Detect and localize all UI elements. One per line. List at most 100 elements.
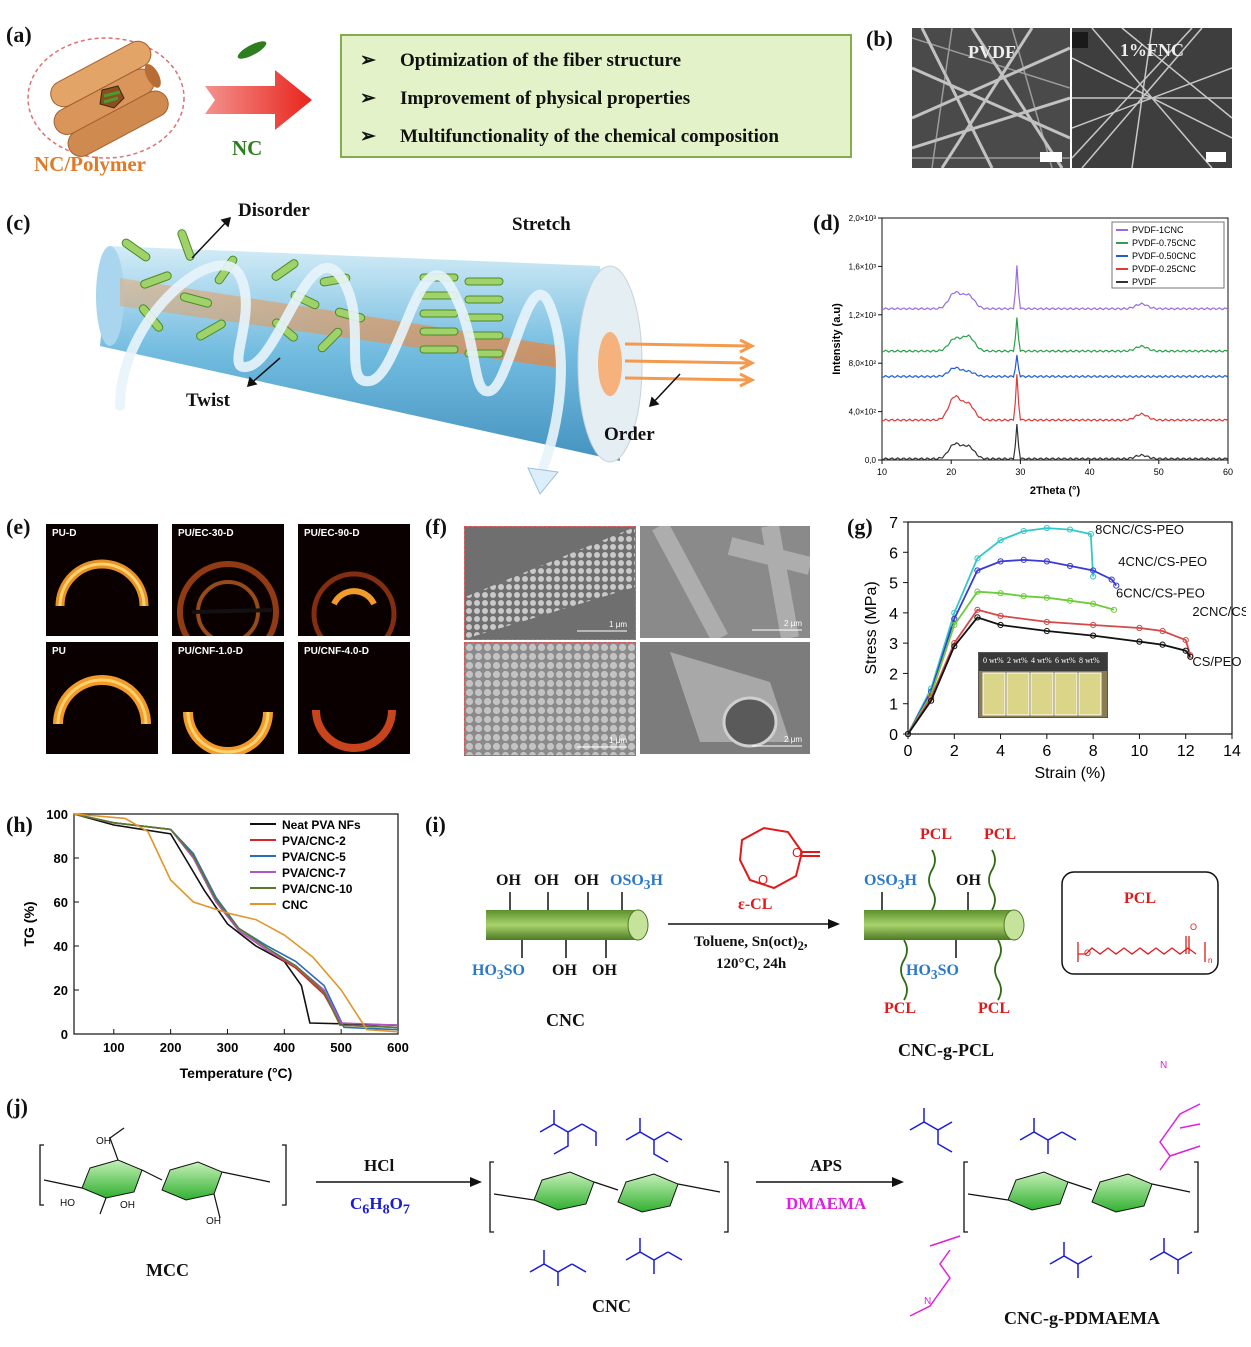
pcl-structure-box (1061, 871, 1219, 975)
legend-label: Neat PVA NFs (282, 818, 361, 832)
legend-label: PVA/CNC-2 (282, 834, 346, 848)
dmaema-n: N (1160, 1060, 1168, 1071)
scale-bar-label: 1 μm (609, 620, 627, 629)
waxs-tile-pu-d: PU-D (46, 524, 158, 636)
oh-label: OH (592, 962, 617, 979)
data-point (951, 643, 958, 650)
vials-inset-photo: 0 wt% 2 wt% 4 wt% 6 wt% 8 wt% (978, 652, 1108, 718)
label-stretch: Stretch (512, 214, 571, 235)
x-tick-label: 400 (273, 1040, 295, 1055)
data-point (904, 730, 912, 738)
cnc-g-pcl-name-label: CNC-g-PCL (898, 1040, 994, 1060)
series-line (73, 813, 399, 1026)
pcl-carbonyl-o: O (1190, 922, 1198, 932)
series-line (907, 590, 1115, 735)
data-point (951, 615, 958, 623)
legend-label: PVDF-1CNC (1132, 225, 1184, 235)
data-point (1066, 562, 1074, 570)
oh-label: OH (496, 872, 521, 889)
panel-label-g: (g) (847, 514, 873, 539)
y-tick-label: 7 (889, 515, 898, 532)
waxs-label: PU/CNF-1.0-D (178, 646, 244, 657)
y-tick-label: 3 (889, 636, 898, 653)
step1-reagent-hcl: HCl (364, 1156, 395, 1175)
step1-reagent-citric-acid: C6H8O7 (350, 1194, 410, 1218)
series-label: 6CNC/CS-PEO (1116, 586, 1205, 601)
waxs-tile-pu-cnf-4-0-d: PU/CNF-4.0-D (298, 642, 410, 754)
cnc-g-pcl-rod (864, 849, 1025, 1001)
pcl-label: PCL (920, 826, 952, 843)
spiral-arrowhead-icon (527, 467, 559, 495)
legend-label: PVDF-0.25CNC (1132, 264, 1197, 274)
oh-label: OH (574, 872, 599, 889)
y-tick-label: 80 (54, 851, 68, 866)
x-axis-title: 2Theta (°) (1030, 485, 1081, 497)
waxs-label: PU/EC-90-D (304, 528, 360, 539)
arrow-2-icon (756, 1177, 904, 1187)
y-tick-label: 1 (889, 697, 898, 714)
x-axis-title: Strain (%) (1034, 765, 1105, 782)
panel-label-e: (e) (6, 514, 31, 539)
data-point (1136, 638, 1143, 645)
waxs-label: PU-D (52, 528, 77, 539)
legend-label: PVDF-0.50CNC (1132, 251, 1197, 261)
callout-arrows (191, 216, 681, 408)
data-point (997, 537, 1004, 544)
series-label: 8CNC/CS-PEO (1095, 522, 1184, 537)
panel-label-d: (d) (813, 210, 840, 235)
mcc-structure (39, 1127, 287, 1219)
label-order: Order (604, 424, 655, 445)
sem-f-top-left: 1 μm (464, 526, 636, 640)
y-tick-label: 40 (54, 939, 68, 954)
chart-d-xrd: 10 20 30 40 50 60 0,0 4,0×10² 8,0×10² 1,2×10³ 1,6×… (831, 214, 1233, 497)
legend-box (1111, 221, 1225, 289)
panel-label-a: (a) (6, 22, 32, 47)
data-point (1090, 567, 1097, 574)
panel-c-fiber-alignment-schematic (96, 216, 756, 495)
x-tick-label: 600 (387, 1040, 409, 1055)
x-tick-label: 200 (160, 1040, 182, 1055)
cnc-name-label-j: CNC (592, 1296, 631, 1316)
dmaema-n: N (924, 1296, 932, 1307)
waxs-tile-pu-ec-30-d: PU/EC-30-D (172, 524, 284, 636)
ho3so-label: HO3SO (906, 962, 959, 983)
x-tick-label: 4 (996, 743, 1005, 760)
stretch-spiral (115, 260, 566, 481)
data-point (1113, 582, 1120, 589)
sem-f-bottom-right: 2 μm (640, 642, 810, 754)
sem-label-fnc: 1%FNC (1120, 40, 1184, 60)
cnc-g-pdmaema-name-label: CNC-g-PDMAEMA (1004, 1308, 1160, 1328)
y-tick-label: 2,0×10³ (849, 214, 877, 223)
panel-label-j: (j) (6, 1094, 28, 1119)
data-point (1110, 606, 1118, 613)
vial-label: 0 wt% (983, 656, 1004, 665)
pcl-label: PCL (984, 826, 1016, 843)
chart-h-tga: 100 200 300 400 500 600 0 20 40 60 80 100 Temperatur… (21, 807, 409, 1081)
cnc-citrate-structure (489, 1110, 729, 1286)
ho3so-label: HO3SO (472, 962, 525, 983)
data-point (1020, 527, 1027, 535)
legend-label: PVA/CNC-5 (282, 850, 346, 864)
data-point (1090, 621, 1097, 629)
arrow-1-icon (316, 1177, 482, 1187)
legend-label: PVDF-0.75CNC (1132, 238, 1197, 248)
data-point (1159, 627, 1166, 635)
legend-label: PVA/CNC-7 (282, 866, 346, 880)
data-point (997, 558, 1004, 565)
oh-label: OH (552, 962, 577, 979)
waxs-label: PU/CNF-4.0-D (304, 646, 370, 657)
data-point (928, 697, 935, 704)
y-tick-label: 60 (54, 895, 68, 910)
conditions-line-1: Toluene, Sn(oct)2, (694, 934, 808, 953)
y-tick-label: 4,0×10² (849, 408, 877, 417)
y-tick-label: 0,0 (865, 456, 877, 465)
cnc-rod-left (486, 892, 649, 958)
x-tick-label: 10 (1131, 743, 1149, 760)
panel-label-b: (b) (866, 26, 893, 51)
sem-label-pvdf: PVDF (968, 42, 1016, 62)
oh-label: OH (534, 872, 559, 889)
data-point (1020, 593, 1027, 600)
pcl-repeat-n: n (1208, 956, 1213, 965)
data-point (997, 621, 1004, 629)
